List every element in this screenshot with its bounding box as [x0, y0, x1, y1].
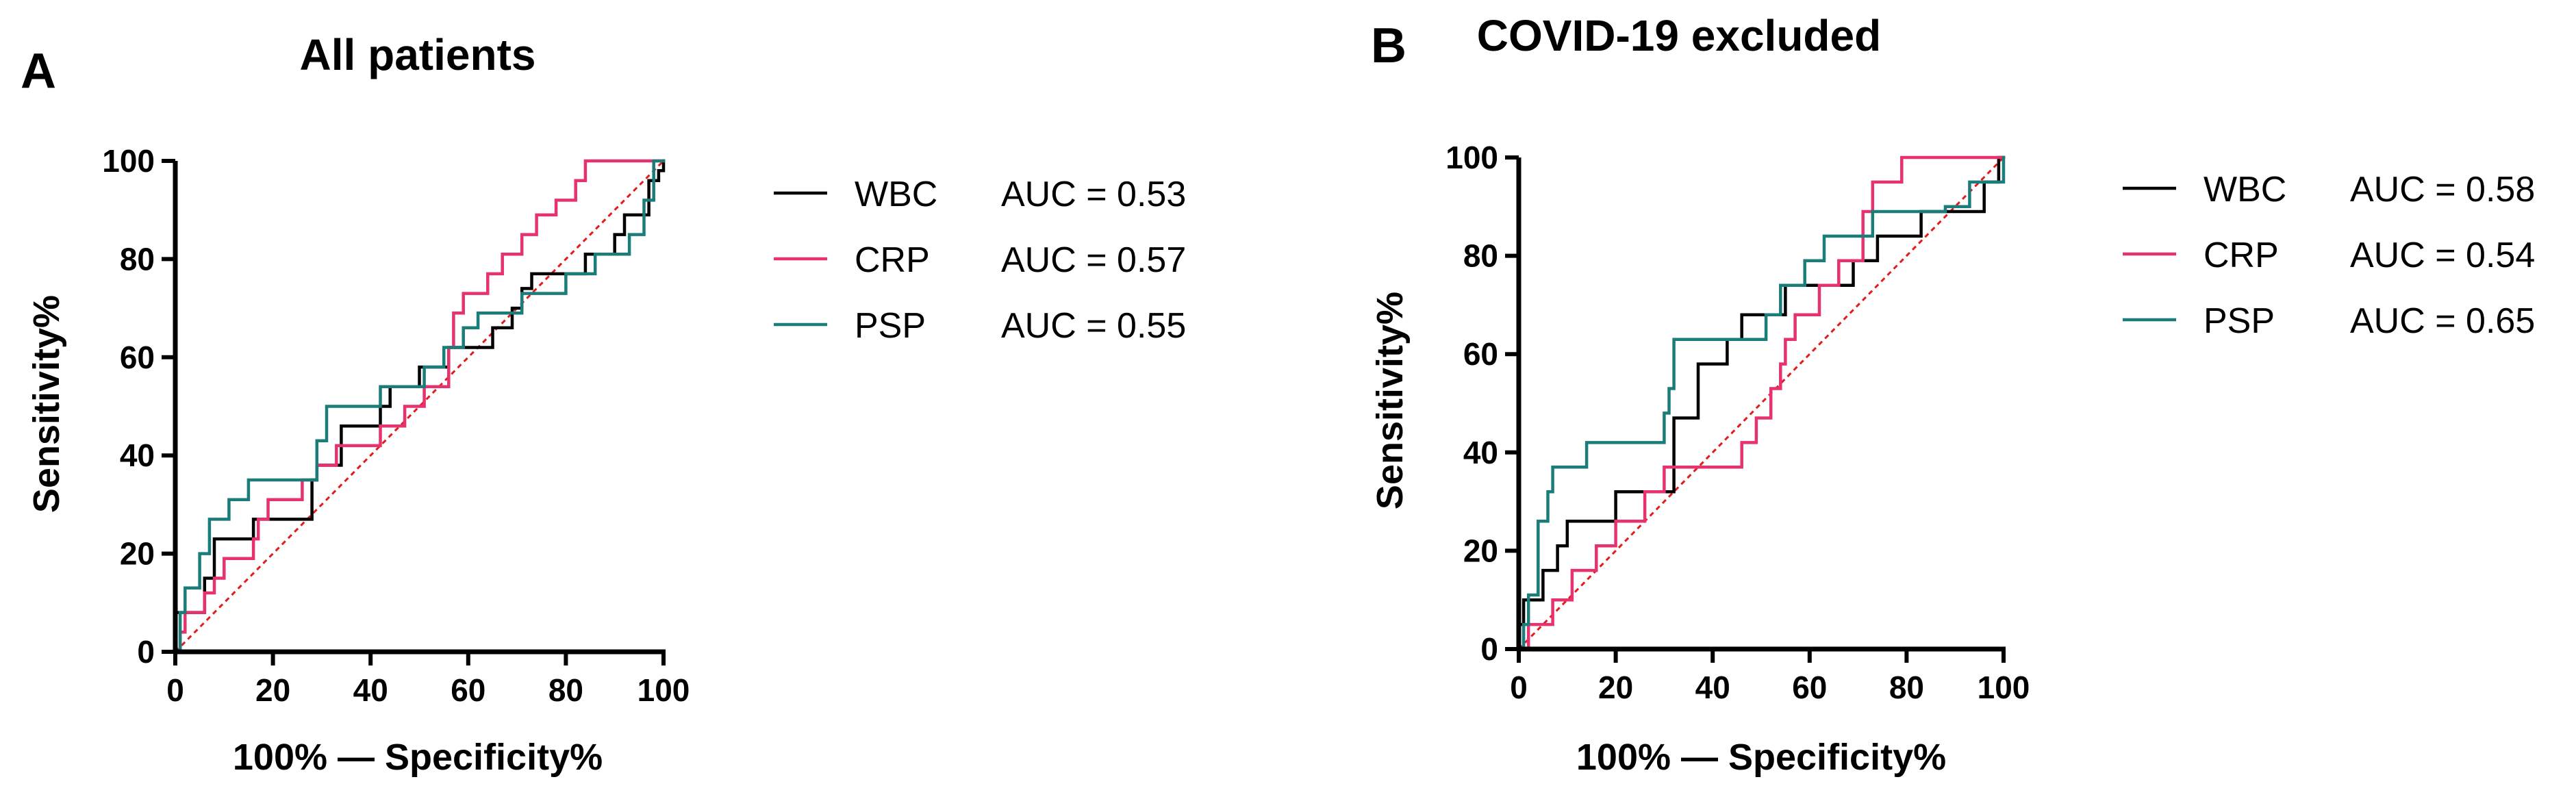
- panel-b-y-axis-label: Sensitivity%: [1369, 292, 1411, 509]
- panel-a-x-tick-80: 80: [548, 672, 583, 708]
- panel-b-x-tick-60: 60: [1792, 670, 1827, 705]
- panel-b-x-axis-label: 100% — Specificity%: [1576, 737, 1946, 778]
- panel-b-curve-wbc: [1517, 155, 2006, 651]
- panel-a-x-tick-100: 100: [637, 672, 690, 708]
- panel-b: B COVID-19 excluded 100% — Specificity% …: [1369, 11, 2535, 778]
- legend-auc-wbc: AUC = 0.58: [2350, 170, 2535, 210]
- legend-label-psp: PSP: [2204, 301, 2275, 341]
- legend-auc-crp: AUC = 0.54: [2350, 236, 2535, 275]
- panel-b-y-tick-0: 0: [1480, 631, 1498, 667]
- panel-a-x-tick-40: 40: [353, 672, 388, 708]
- panel-a-y-tick-0: 0: [137, 634, 155, 670]
- legend-label-crp: CRP: [2204, 236, 2279, 275]
- legend-item-wbc: WBC AUC = 0.53: [774, 175, 1186, 214]
- legend-item-wbc: WBC AUC = 0.58: [2123, 170, 2535, 210]
- panel-b-x-ticks: 0 20 40 60 80 100: [1510, 670, 2030, 705]
- panel-b-y-tick-60: 60: [1463, 336, 1498, 372]
- panel-b-x-tick-80: 80: [1889, 670, 1924, 705]
- legend-auc-psp: AUC = 0.55: [1001, 306, 1186, 346]
- legend-item-psp: PSP AUC = 0.55: [774, 306, 1186, 346]
- panel-a-curve-psp: [173, 159, 666, 654]
- panel-a-title: All patients: [300, 30, 536, 79]
- panel-a-y-tick-40: 40: [120, 437, 155, 473]
- legend-label-psp: PSP: [855, 306, 926, 346]
- panel-a-legend: WBC AUC = 0.53 CRP AUC = 0.57 PSP AUC = …: [774, 175, 1186, 346]
- panel-b-curve-crp: [1517, 155, 2006, 651]
- panel-a-y-tick-100: 100: [102, 143, 155, 179]
- panel-letter-b: B: [1371, 18, 1406, 73]
- panel-b-curve-psp: [1517, 155, 2006, 651]
- panel-a-y-tick-80: 80: [120, 241, 155, 277]
- panel-a-x-ticks: 0 20 40 60 80 100: [166, 672, 690, 708]
- legend-item-psp: PSP AUC = 0.65: [2123, 301, 2535, 341]
- panel-b-y-ticks: 0 20 40 60 80 100: [1445, 140, 1498, 667]
- panel-a-y-tick-20: 20: [120, 536, 155, 572]
- legend-item-crp: CRP AUC = 0.54: [2123, 236, 2535, 275]
- legend-auc-crp: AUC = 0.57: [1001, 240, 1186, 280]
- panel-a-x-tick-20: 20: [255, 672, 290, 708]
- legend-label-wbc: WBC: [855, 175, 937, 214]
- legend-item-crp: CRP AUC = 0.57: [774, 240, 1186, 280]
- panel-a-y-tick-60: 60: [120, 340, 155, 375]
- panel-b-x-tick-0: 0: [1510, 670, 1528, 705]
- panel-a-x-axis-label: 100% — Specificity%: [233, 737, 603, 778]
- panel-a-curve-crp: [173, 159, 666, 654]
- panel-b-y-tick-20: 20: [1463, 533, 1498, 568]
- panel-b-legend: WBC AUC = 0.58 CRP AUC = 0.54 PSP AUC = …: [2123, 170, 2535, 341]
- panel-a: A All patients 100% — Specificity% Sensi…: [21, 30, 1186, 778]
- panel-a-x-tick-60: 60: [451, 672, 485, 708]
- legend-auc-wbc: AUC = 0.53: [1001, 175, 1186, 214]
- panel-b-y-tick-100: 100: [1445, 140, 1498, 175]
- panel-b-y-tick-80: 80: [1463, 238, 1498, 274]
- panel-b-x-tick-40: 40: [1695, 670, 1730, 705]
- panel-b-y-tick-40: 40: [1463, 435, 1498, 470]
- panel-b-reference-diagonal: [1517, 156, 2005, 650]
- panel-a-y-axis-label: Sensitivity%: [26, 295, 67, 513]
- panel-a-y-ticks: 0 20 40 60 80 100: [102, 143, 155, 670]
- panel-b-x-tick-20: 20: [1598, 670, 1633, 705]
- legend-auc-psp: AUC = 0.65: [2350, 301, 2535, 341]
- legend-label-wbc: WBC: [2204, 170, 2286, 210]
- panel-letter-a: A: [21, 44, 56, 99]
- panel-b-title: COVID-19 excluded: [1477, 11, 1881, 60]
- panel-b-x-tick-100: 100: [1978, 670, 2030, 705]
- legend-label-crp: CRP: [855, 240, 930, 280]
- panel-a-x-tick-0: 0: [166, 672, 184, 708]
